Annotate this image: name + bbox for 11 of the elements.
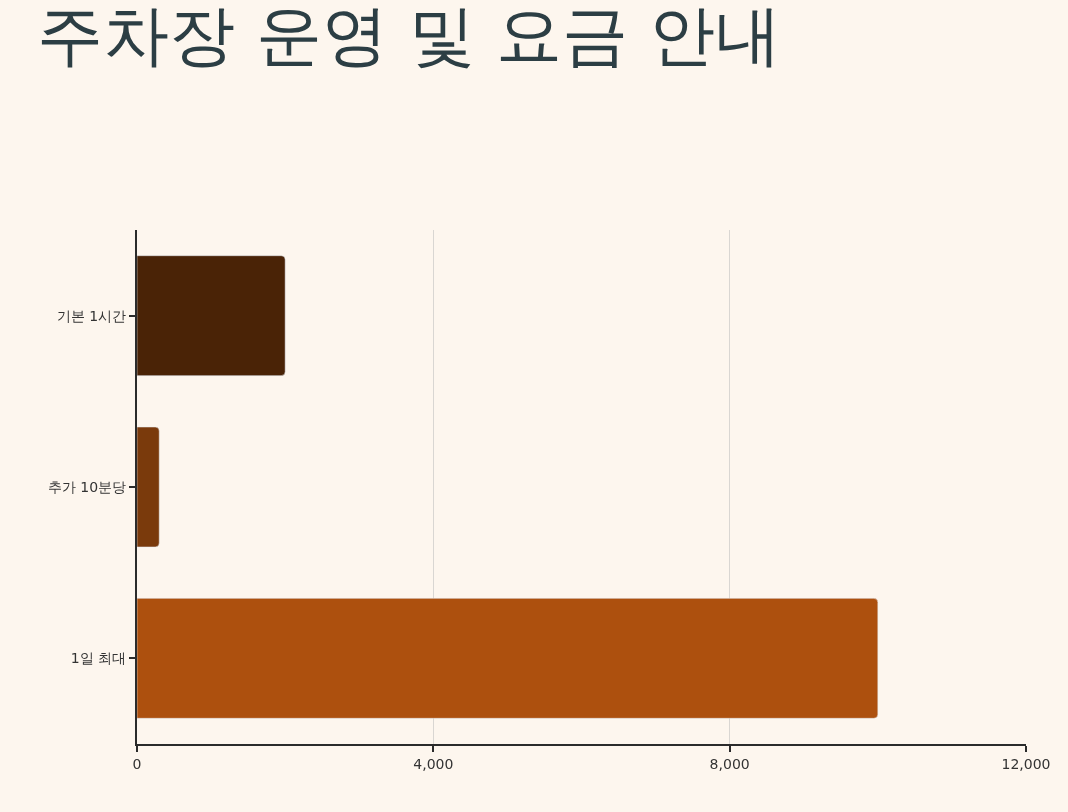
x-tick-label: 8,000 bbox=[709, 755, 750, 772]
y-tick-label: 추가 10분당 bbox=[47, 478, 127, 495]
y-tick-label: 기본 1시간 bbox=[56, 307, 127, 324]
x-tick-label: 12,000 bbox=[1001, 755, 1051, 772]
y-tick-label: 1일 최대 bbox=[70, 650, 127, 667]
x-tick-label: 4,000 bbox=[413, 755, 454, 772]
bar bbox=[137, 255, 286, 376]
chart-title: 주차장 운영 및 요금 안내 bbox=[37, 0, 782, 75]
x-tick-label: 0 bbox=[132, 755, 142, 772]
bar bbox=[137, 598, 879, 719]
bar bbox=[137, 426, 160, 548]
